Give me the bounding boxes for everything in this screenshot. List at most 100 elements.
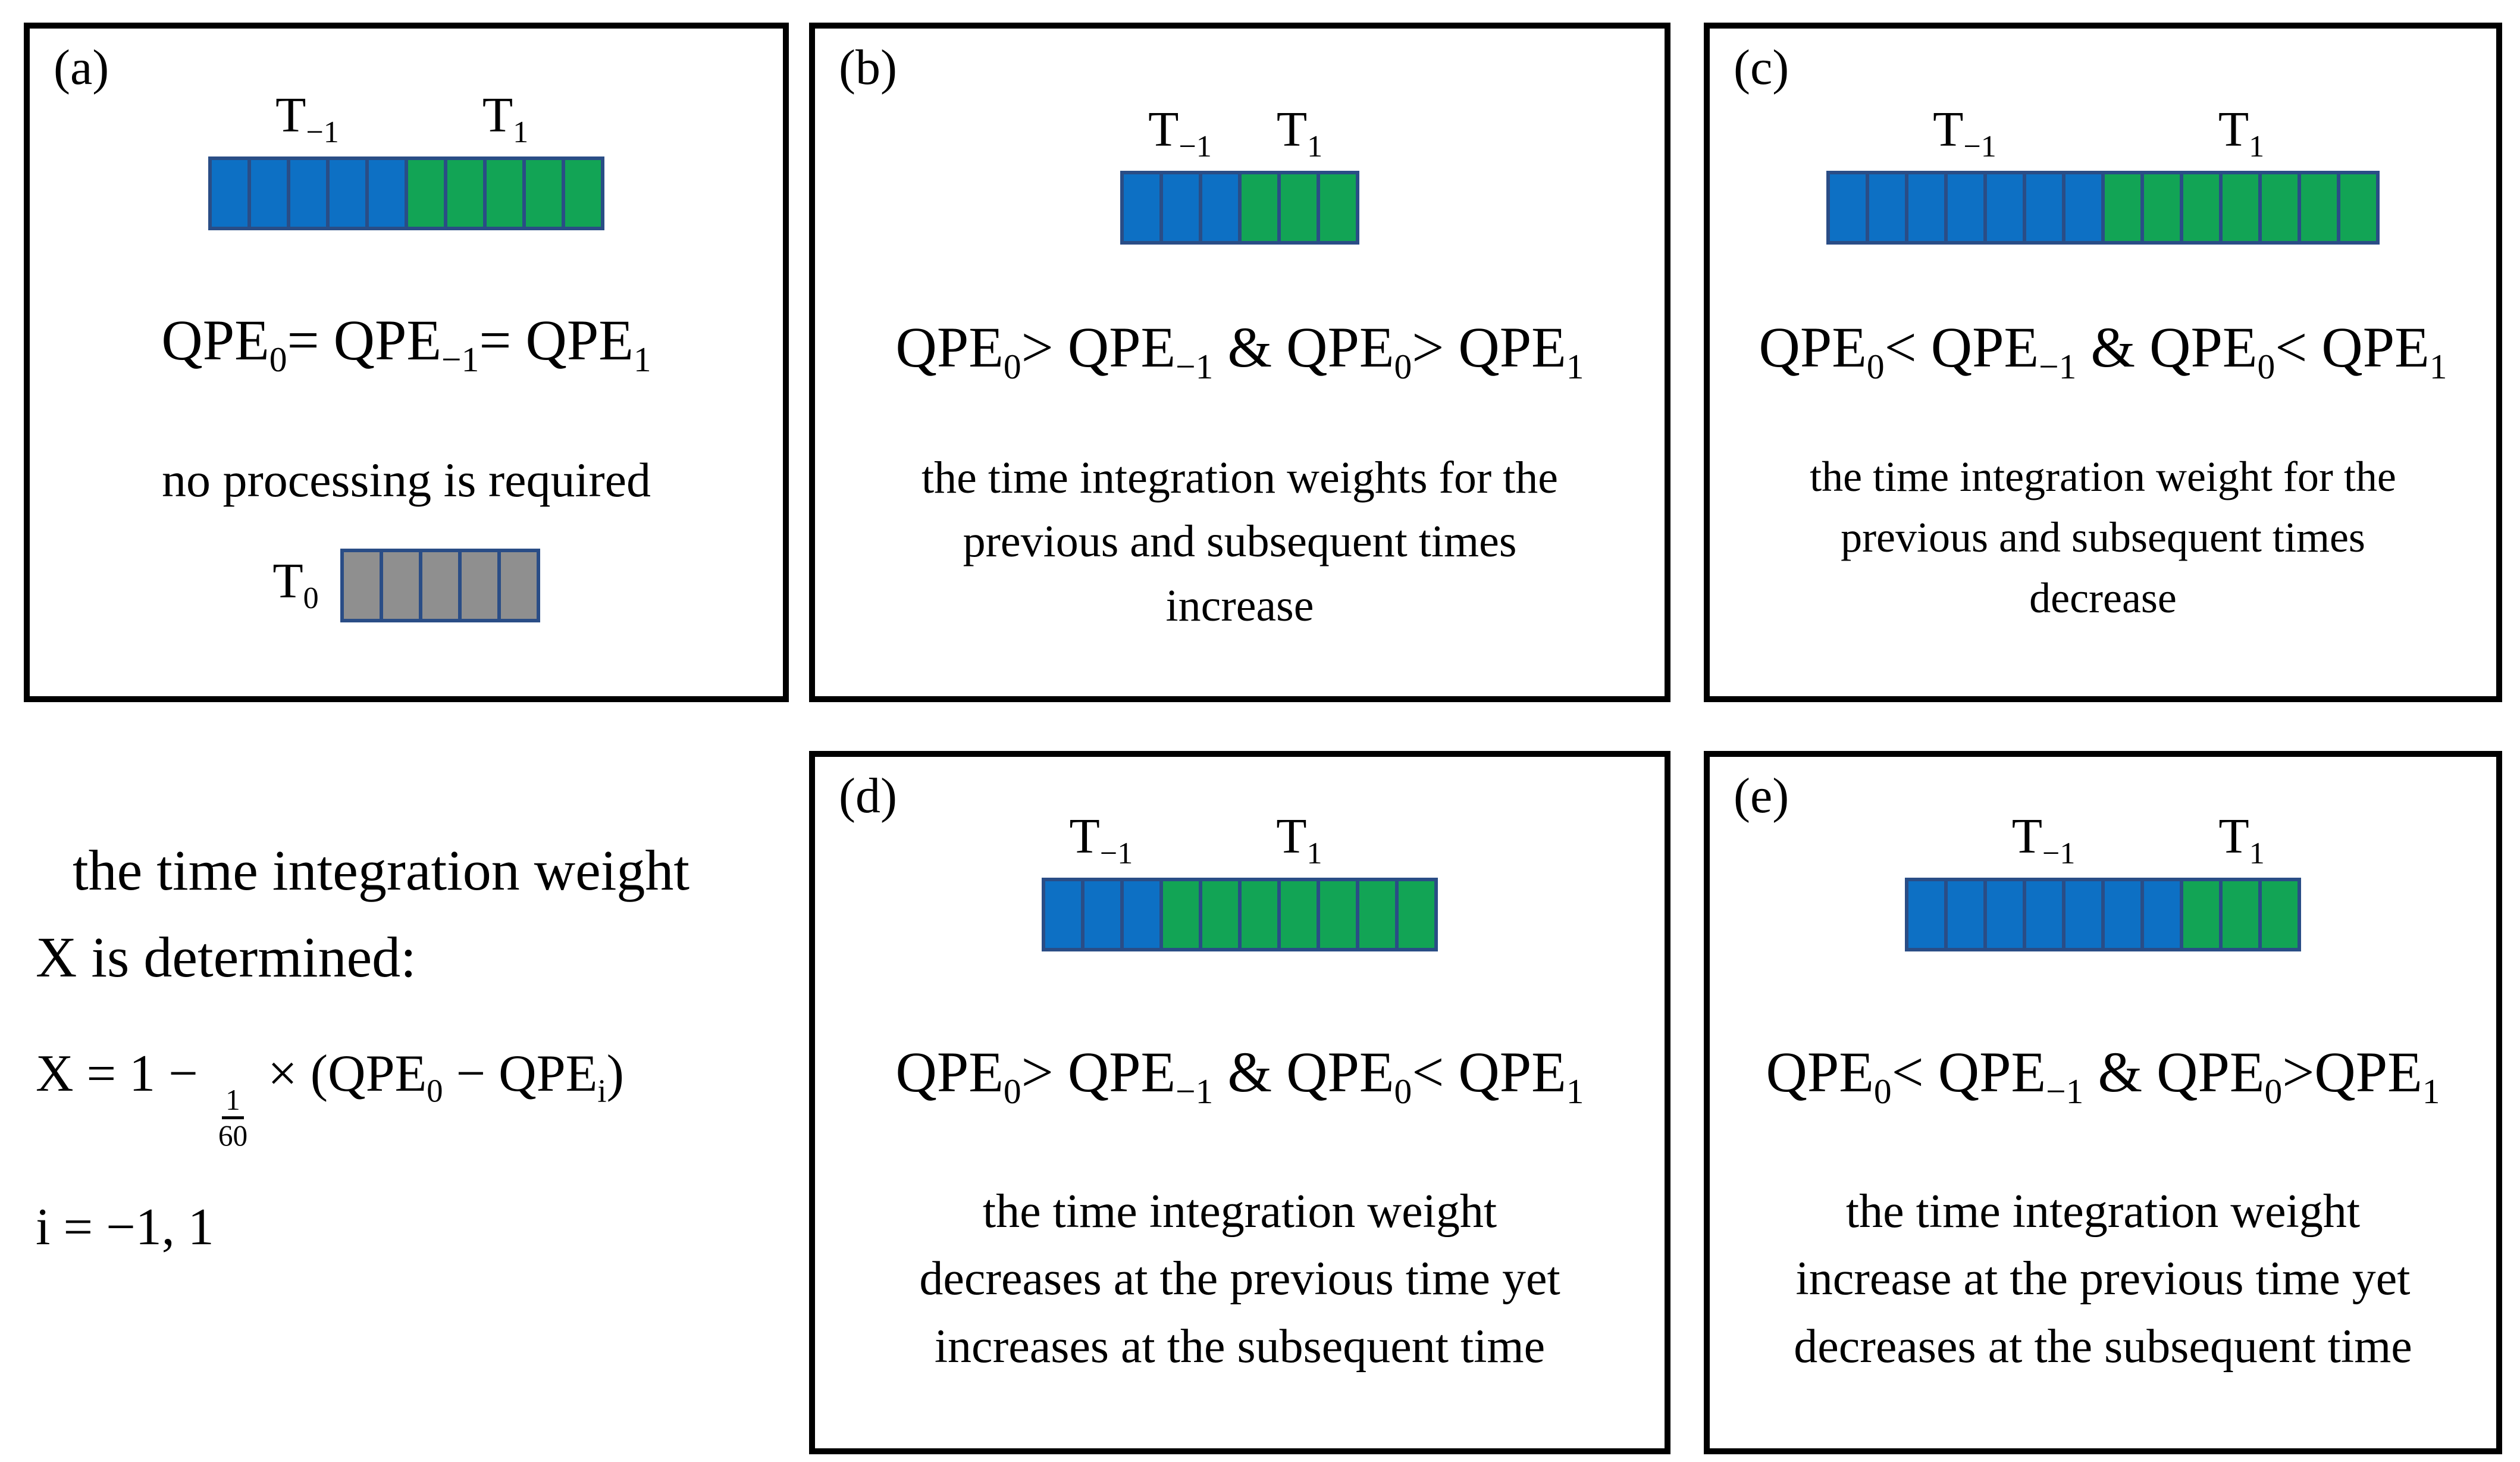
bar-cell-blue	[247, 156, 290, 230]
t-minus-1-label: T−1	[2011, 809, 2076, 871]
bar-cell-green	[2219, 877, 2262, 951]
bar-cell-green	[1317, 170, 1359, 245]
time-bar	[1042, 877, 1438, 951]
bar-cell-green	[1395, 877, 1438, 951]
t-minus-1-label-wrap: T−1	[1120, 105, 1240, 162]
panel-b-label: (b)	[839, 40, 897, 95]
bar-cell-green	[1199, 877, 1242, 951]
t-plus-1-label-wrap: T1	[406, 90, 604, 148]
description-line: the time integration weight	[1845, 1185, 2361, 1238]
index-definition: i = −1, 1	[36, 1198, 214, 1256]
bar-cell-blue	[365, 156, 408, 230]
t-minus-1-label-wrap: T−1	[208, 90, 406, 148]
bar-cell-green	[2298, 170, 2340, 245]
bar-cell-green	[483, 156, 526, 230]
weight-equation: X = 1 − 1 60 × (QPE0 − QPEi)	[36, 1044, 624, 1153]
t-plus-1-label: T1	[1276, 809, 1322, 871]
panel-a-label: (a)	[54, 40, 109, 95]
bar-cell-blue	[326, 156, 369, 230]
bar-cell-gray	[340, 548, 383, 622]
panel-d-description: the time integration weight decreases at…	[907, 1178, 1572, 1381]
t-plus-1-label-wrap: T1	[2182, 812, 2301, 869]
panel-a: (a) T−1 T1 QPE0= QPE−1= QPE1 no processi…	[24, 23, 789, 702]
panel-e-time-labels: T−1 T1	[1905, 812, 2301, 869]
description-line: previous and subsequent times	[1841, 513, 2365, 561]
bar-cell-green	[405, 156, 447, 230]
bar-cell-blue	[1944, 877, 1987, 951]
bar-cell-blue	[1983, 877, 2026, 951]
t-plus-1-label: T1	[2218, 809, 2265, 871]
bar-cell-green	[1317, 877, 1359, 951]
bar-cell-blue	[1905, 877, 1948, 951]
panel-c-time-labels: T−1 T1	[1826, 105, 2380, 162]
panel-c: (c) T−1 T1 QPE0< QPE−1 & QPE0< QPE1 the …	[1704, 23, 2502, 702]
panel-d-time-labels: T−1 T1	[1042, 812, 1438, 869]
bar-cell-blue	[2101, 877, 2144, 951]
bar-cell-green	[2219, 170, 2262, 245]
description-line: decreases at the previous time yet	[919, 1253, 1560, 1306]
panel-a-bar-group: T−1 T1	[208, 90, 604, 230]
qpe-condition: QPE0> QPE−1 & QPE0< QPE1	[895, 1040, 1584, 1112]
bar-cell-green	[2258, 170, 2301, 245]
description-line: increase at the previous time yet	[1795, 1253, 2411, 1306]
time-bar	[208, 156, 604, 230]
bar-cell-green	[2337, 170, 2380, 245]
t-plus-1-label-wrap: T1	[1161, 812, 1438, 869]
bar-cell-blue	[2023, 170, 2065, 245]
bar-cell-green	[2101, 170, 2144, 245]
bar-cell-blue	[1826, 170, 1869, 245]
panel-c-label: (c)	[1734, 40, 1789, 95]
t0-label: T0	[272, 553, 319, 615]
bar-cell-green	[1159, 877, 1202, 951]
time-bar	[1120, 170, 1359, 245]
bar-cell-blue	[2062, 170, 2105, 245]
t-minus-1-label-wrap: T−1	[1826, 105, 2103, 162]
bar-cell-green	[444, 156, 487, 230]
qpe-condition: QPE0< QPE−1 & QPE0>QPE1	[1766, 1040, 2440, 1112]
panel-e-description: the time integration weight increase at …	[1782, 1178, 2424, 1381]
bar-cell-blue	[208, 156, 251, 230]
formula-intro-line-1: the time integration weight	[73, 838, 690, 902]
bar-cell-blue	[1042, 877, 1085, 951]
bar-cell-green	[1238, 170, 1281, 245]
t-minus-1-label-wrap: T−1	[1905, 812, 2182, 869]
bar-cell-blue	[1905, 170, 1948, 245]
t-plus-1-label: T1	[1276, 102, 1323, 164]
panel-d: (d) T−1 T1 QPE0> QPE−1 & QPE0< QPE1 the …	[809, 751, 1670, 1454]
t-minus-1-label-wrap: T−1	[1042, 812, 1161, 869]
bar-cell-blue	[2062, 877, 2105, 951]
bar-cell-green	[522, 156, 565, 230]
bar-cell-blue	[1159, 170, 1202, 245]
bar-cell-gray	[418, 548, 462, 622]
panel-a-time-labels: T−1 T1	[208, 90, 604, 148]
formula-block: the time integration weight X is determi…	[36, 838, 815, 1256]
t-plus-1-label: T1	[2218, 102, 2265, 164]
bar-cell-blue	[1081, 877, 1124, 951]
panel-b-time-labels: T−1 T1	[1120, 105, 1359, 162]
bar-cell-green	[1277, 170, 1320, 245]
panel-d-label: (d)	[839, 768, 897, 824]
panel-d-bar-group: T−1 T1	[1042, 812, 1438, 951]
description-line: the time integration weight	[982, 1185, 1497, 1238]
time-bar	[1905, 877, 2301, 951]
bar-cell-blue	[2023, 877, 2065, 951]
bar-cell-blue	[1120, 170, 1163, 245]
bar-cell-green	[2258, 877, 2301, 951]
qpe-condition: QPE0< QPE−1 & QPE0< QPE1	[1759, 315, 2447, 387]
bar-cell-blue	[1866, 170, 1908, 245]
bar-cell-blue	[287, 156, 330, 230]
t-plus-1-label-wrap: T1	[2103, 105, 2380, 162]
panel-e: (e) T−1 T1 QPE0< QPE−1 & QPE0>QPE1 the t…	[1704, 751, 2502, 1454]
bar-cell-blue	[1199, 170, 1242, 245]
bar-cell-green	[2180, 170, 2223, 245]
panel-b-bar-group: T−1 T1	[1120, 105, 1359, 245]
time-bar	[1826, 170, 2380, 245]
t-minus-1-label: T−1	[1148, 102, 1212, 164]
qpe-condition: QPE0> QPE−1 & QPE0> QPE1	[895, 315, 1584, 387]
description-line: decreases at the subsequent time	[1794, 1320, 2412, 1373]
panel-b-description: the time integration weights for the pre…	[910, 446, 1570, 639]
panel-b: (b) T−1 T1 QPE0> QPE−1 & QPE0> QPE1 the …	[809, 23, 1670, 702]
t0-bar	[340, 548, 540, 622]
t-minus-1-label: T−1	[1069, 809, 1133, 871]
